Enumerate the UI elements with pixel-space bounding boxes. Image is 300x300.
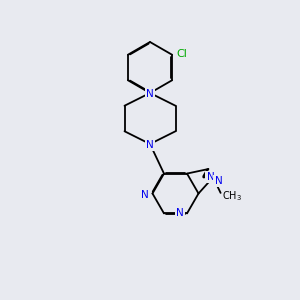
Text: N: N	[206, 172, 214, 182]
Text: N: N	[146, 140, 154, 150]
Text: N: N	[146, 89, 154, 99]
Text: N: N	[176, 208, 184, 218]
Text: Cl: Cl	[177, 49, 188, 59]
Text: CH$_3$: CH$_3$	[222, 190, 242, 203]
Text: N: N	[141, 190, 149, 200]
Text: N: N	[214, 176, 222, 186]
